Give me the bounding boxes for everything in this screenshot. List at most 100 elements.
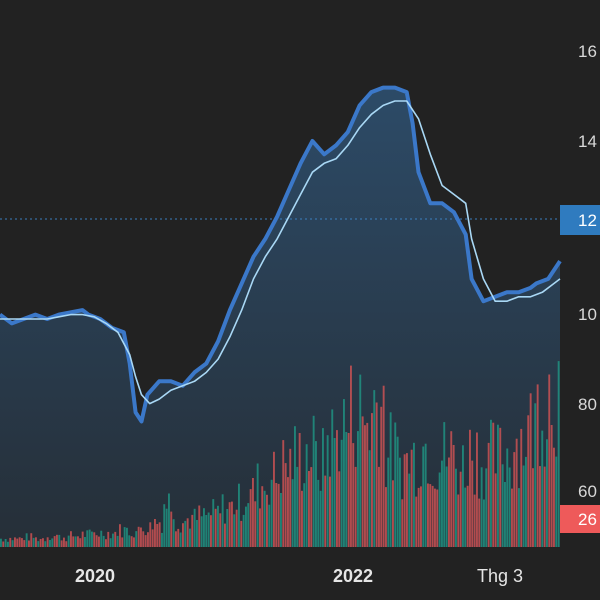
volume-badge: 26 — [560, 505, 600, 533]
volume-bar — [548, 374, 551, 547]
volume-bar — [557, 361, 560, 547]
volume-bar — [357, 431, 359, 547]
volume-bar — [252, 478, 254, 547]
volume-bar — [39, 539, 42, 547]
volume-bar — [333, 438, 336, 547]
volume-bar — [238, 483, 240, 547]
volume-bar — [158, 522, 161, 547]
volume-bar — [298, 433, 301, 547]
volume-bar — [371, 413, 373, 547]
volume-bar — [203, 508, 205, 547]
volume-bar — [144, 535, 147, 547]
volume-bar — [175, 531, 177, 547]
volume-bar — [161, 532, 163, 547]
volume-bar — [200, 516, 203, 547]
volume-bar — [256, 463, 259, 547]
volume-bar — [65, 541, 68, 547]
volume-bar — [508, 467, 511, 547]
volume-bar — [137, 526, 140, 547]
volume-bar — [51, 538, 54, 547]
volume-bar — [112, 533, 114, 547]
volume-bar — [74, 536, 77, 547]
x-tick-label: 2020 — [75, 566, 115, 586]
volume-bar — [534, 403, 537, 547]
volume-bar — [443, 422, 446, 547]
volume-bar — [63, 537, 65, 547]
volume-bar — [282, 440, 285, 547]
volume-bar — [37, 541, 40, 547]
volume-bar — [119, 524, 121, 547]
price-area-layer — [0, 87, 560, 547]
volume-badge-label: 26 — [578, 510, 597, 529]
volume-bar — [14, 537, 16, 547]
volume-bar — [247, 503, 250, 547]
volume-bar — [35, 537, 37, 547]
volume-bar — [109, 538, 112, 547]
y-tick-label: 16 — [578, 42, 597, 61]
volume-bar — [406, 453, 408, 547]
volume-bar — [319, 490, 322, 547]
volume-bar — [462, 445, 464, 547]
volume-bar — [452, 445, 455, 547]
volume-bar — [511, 488, 513, 547]
volume-bar — [280, 493, 282, 547]
volume-bar — [163, 504, 166, 547]
volume-bar — [529, 393, 532, 547]
volume-bar — [198, 505, 201, 547]
volume-bar — [46, 537, 49, 547]
volume-bar — [343, 399, 345, 547]
lines-layer — [0, 85, 562, 424]
volume-bar — [485, 468, 488, 547]
volume-bar — [480, 467, 483, 547]
volume-bar — [98, 536, 100, 547]
volume-bar — [91, 531, 93, 547]
x-axis: 2020 2022 Thg 3 — [75, 566, 523, 586]
volume-bar — [88, 529, 91, 547]
volume-bar — [217, 505, 219, 547]
volume-bar — [520, 428, 523, 547]
volume-bar — [228, 502, 231, 547]
volume-bar — [233, 514, 236, 547]
volume-bar — [133, 537, 135, 547]
volume-bar — [116, 535, 119, 547]
volume-bar — [140, 527, 142, 547]
volume-bar — [478, 498, 481, 547]
volume-bar — [11, 540, 14, 547]
volume-bar — [149, 522, 152, 547]
volume-bar — [207, 512, 210, 547]
current-price-badge: 12 — [560, 205, 600, 235]
volume-bar — [177, 528, 180, 547]
volume-bar — [476, 432, 478, 547]
volume-bar — [72, 536, 75, 547]
volume-bar — [350, 365, 352, 547]
volume-bar — [361, 416, 364, 547]
volume-bar — [392, 480, 394, 547]
volume-bar — [189, 528, 191, 547]
volume-bar — [268, 504, 271, 547]
volume-bar — [151, 529, 154, 547]
volume-bar — [464, 487, 467, 547]
volume-bar — [347, 433, 350, 547]
volume-bar — [130, 536, 133, 547]
volume-bar — [354, 466, 357, 547]
volume-bar — [352, 443, 355, 547]
volume-bar — [191, 514, 194, 547]
volume-bar — [9, 537, 12, 547]
volume-bar — [317, 479, 320, 547]
volume-bar — [123, 527, 126, 547]
volume-bar — [553, 447, 555, 547]
y-tick-label: 10 — [578, 305, 597, 324]
volume-bar — [450, 431, 453, 547]
volume-bar — [21, 538, 23, 547]
volume-bar — [277, 483, 280, 547]
volume-bar — [536, 384, 539, 547]
volume-bar — [205, 515, 208, 547]
volume-bar — [438, 472, 441, 547]
volume-bars-layer — [0, 361, 560, 547]
volume-bar — [515, 438, 518, 547]
volume-bar — [546, 439, 548, 547]
volume-bar — [471, 460, 474, 547]
volume-bar — [522, 465, 525, 547]
volume-bar — [224, 523, 226, 547]
volume-bar — [459, 471, 462, 547]
